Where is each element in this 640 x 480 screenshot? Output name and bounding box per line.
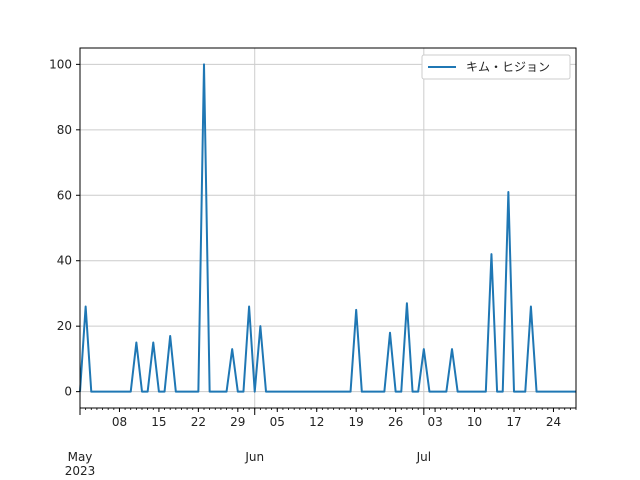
x-week-tick-label: 17	[506, 415, 521, 429]
y-axis: 0 20 40 60 80 100	[49, 57, 80, 399]
x-major-tick-label: Jun	[244, 450, 264, 464]
x-week-tick-label: 26	[388, 415, 403, 429]
legend-box	[421, 54, 571, 80]
x-week-tick-label: 03	[427, 415, 442, 429]
legend: キム・ヒジョン	[421, 54, 571, 80]
legend-label: キム・ヒジョン	[466, 60, 550, 74]
series-lines	[79, 63, 576, 393]
x-major-tick-label: Jul	[416, 450, 431, 464]
y-tick-label: 40	[57, 254, 72, 268]
x-week-tick-label: 24	[546, 415, 561, 429]
y-tick-label: 80	[57, 123, 72, 137]
x-week-tick-label: 22	[191, 415, 206, 429]
x-week-tick-label: 05	[270, 415, 285, 429]
series-line-0	[79, 63, 576, 393]
x-week-tick-label: 12	[309, 415, 324, 429]
x-week-tick-label: 10	[467, 415, 482, 429]
y-tick-label: 20	[57, 319, 72, 333]
y-tick-label: 60	[57, 188, 72, 202]
x-week-tick-label: 15	[151, 415, 166, 429]
x-major-tick-label: May	[68, 450, 93, 464]
y-tick-label: 0	[64, 385, 72, 399]
x-year-label: 2023	[65, 464, 96, 478]
x-week-tick-label: 08	[112, 415, 127, 429]
x-week-tick-label: 19	[349, 415, 364, 429]
x-week-tick-label: 29	[230, 415, 245, 429]
y-tick-label: 100	[49, 57, 72, 71]
